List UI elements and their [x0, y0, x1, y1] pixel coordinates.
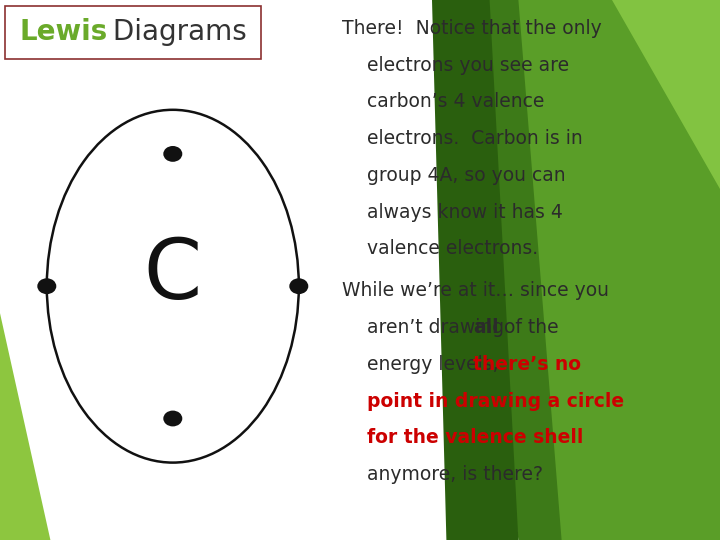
Polygon shape [446, 0, 720, 540]
Text: anymore, is there?: anymore, is there? [367, 465, 543, 484]
Text: There!  Notice that the only: There! Notice that the only [342, 19, 602, 38]
Text: valence electrons.: valence electrons. [367, 239, 539, 258]
Polygon shape [612, 0, 720, 189]
Text: aren’t drawing: aren’t drawing [367, 318, 510, 337]
Text: energy levels,: energy levels, [367, 355, 505, 374]
Text: electrons you see are: electrons you see are [367, 56, 570, 75]
Text: point in drawing a circle: point in drawing a circle [367, 392, 624, 410]
Text: C: C [144, 235, 202, 316]
Text: of the: of the [498, 318, 558, 337]
Polygon shape [518, 0, 720, 540]
Text: Lewis: Lewis [19, 18, 108, 46]
FancyBboxPatch shape [5, 6, 261, 59]
Ellipse shape [163, 146, 182, 162]
Text: Diagrams: Diagrams [104, 18, 247, 46]
Ellipse shape [289, 278, 308, 294]
Text: While we’re at it… since you: While we’re at it… since you [342, 281, 609, 300]
Text: group 4A, so you can: group 4A, so you can [367, 166, 566, 185]
Text: carbon’s 4 valence: carbon’s 4 valence [367, 92, 544, 111]
Text: electrons.  Carbon is in: electrons. Carbon is in [367, 129, 583, 148]
Ellipse shape [37, 278, 56, 294]
Text: all: all [473, 318, 498, 337]
Text: always know it has 4: always know it has 4 [367, 202, 563, 221]
Polygon shape [0, 313, 50, 540]
Ellipse shape [163, 410, 182, 427]
Text: for the valence shell: for the valence shell [367, 428, 584, 447]
Text: there’s no: there’s no [473, 355, 581, 374]
Polygon shape [432, 0, 518, 540]
